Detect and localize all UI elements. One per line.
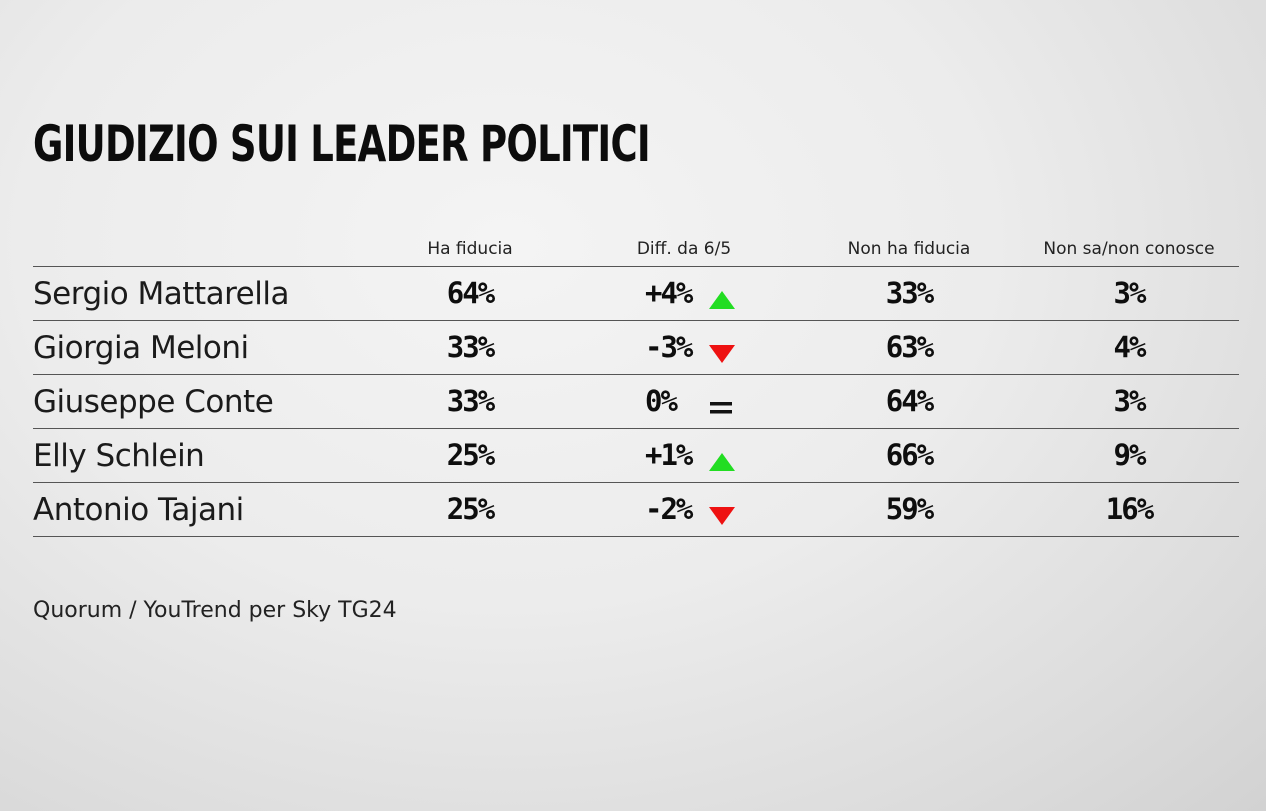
table-row: Elly Schlein 25% +1% 66% 9% xyxy=(33,429,1239,483)
source-note: Quorum / YouTrend per Sky TG24 xyxy=(33,598,397,623)
table-header: Ha fiducia Diff. da 6/5 Non ha fiducia N… xyxy=(33,232,1239,267)
non-ha-fiducia-value: 33% xyxy=(885,276,934,310)
leader-name: Elly Schlein xyxy=(33,438,205,474)
trend-down-icon xyxy=(707,343,737,369)
table-row: Giuseppe Conte 33% 0% 64% 3% xyxy=(33,375,1239,429)
ha-fiducia-value: 25% xyxy=(446,438,495,472)
ha-fiducia-value: 33% xyxy=(446,330,495,364)
non-sa-value: 16% xyxy=(1105,492,1154,526)
table-row: Antonio Tajani 25% -2% 59% 16% xyxy=(33,483,1239,537)
ha-fiducia-value: 33% xyxy=(446,384,495,418)
leader-name: Sergio Mattarella xyxy=(33,276,289,312)
diff-value: 0% xyxy=(645,384,678,418)
leader-name: Giorgia Meloni xyxy=(33,330,249,366)
column-header-non-sa: Non sa/non conosce xyxy=(1043,239,1215,259)
diff-value: -2% xyxy=(645,492,693,526)
non-sa-value: 3% xyxy=(1113,384,1147,418)
diff-value: -3% xyxy=(645,330,693,364)
non-ha-fiducia-value: 59% xyxy=(885,492,934,526)
non-sa-value: 3% xyxy=(1113,276,1147,310)
leader-table: Ha fiducia Diff. da 6/5 Non ha fiducia N… xyxy=(33,232,1239,537)
non-ha-fiducia-value: 64% xyxy=(885,384,934,418)
column-header-diff: Diff. da 6/5 xyxy=(636,239,732,259)
non-sa-value: 9% xyxy=(1113,438,1147,472)
leader-name: Giuseppe Conte xyxy=(33,384,274,420)
trend-equal-icon xyxy=(707,397,737,423)
column-header-ha-fiducia: Ha fiducia xyxy=(427,239,513,259)
table-row: Giorgia Meloni 33% -3% 63% 4% xyxy=(33,321,1239,375)
non-sa-value: 4% xyxy=(1113,330,1147,364)
chart-title: GIUDIZIO SUI LEADER POLITICI xyxy=(33,115,651,173)
trend-up-icon xyxy=(707,451,737,477)
trend-up-icon xyxy=(707,289,737,315)
non-ha-fiducia-value: 66% xyxy=(885,438,934,472)
diff-value: +1% xyxy=(645,438,693,472)
ha-fiducia-value: 64% xyxy=(446,276,495,310)
ha-fiducia-value: 25% xyxy=(446,492,495,526)
table-row: Sergio Mattarella 64% +4% 33% 3% xyxy=(33,267,1239,321)
non-ha-fiducia-value: 63% xyxy=(885,330,934,364)
column-header-non-ha-fiducia: Non ha fiducia xyxy=(847,239,971,259)
leader-name: Antonio Tajani xyxy=(33,492,244,528)
trend-down-icon xyxy=(707,505,737,531)
diff-value: +4% xyxy=(645,276,693,310)
